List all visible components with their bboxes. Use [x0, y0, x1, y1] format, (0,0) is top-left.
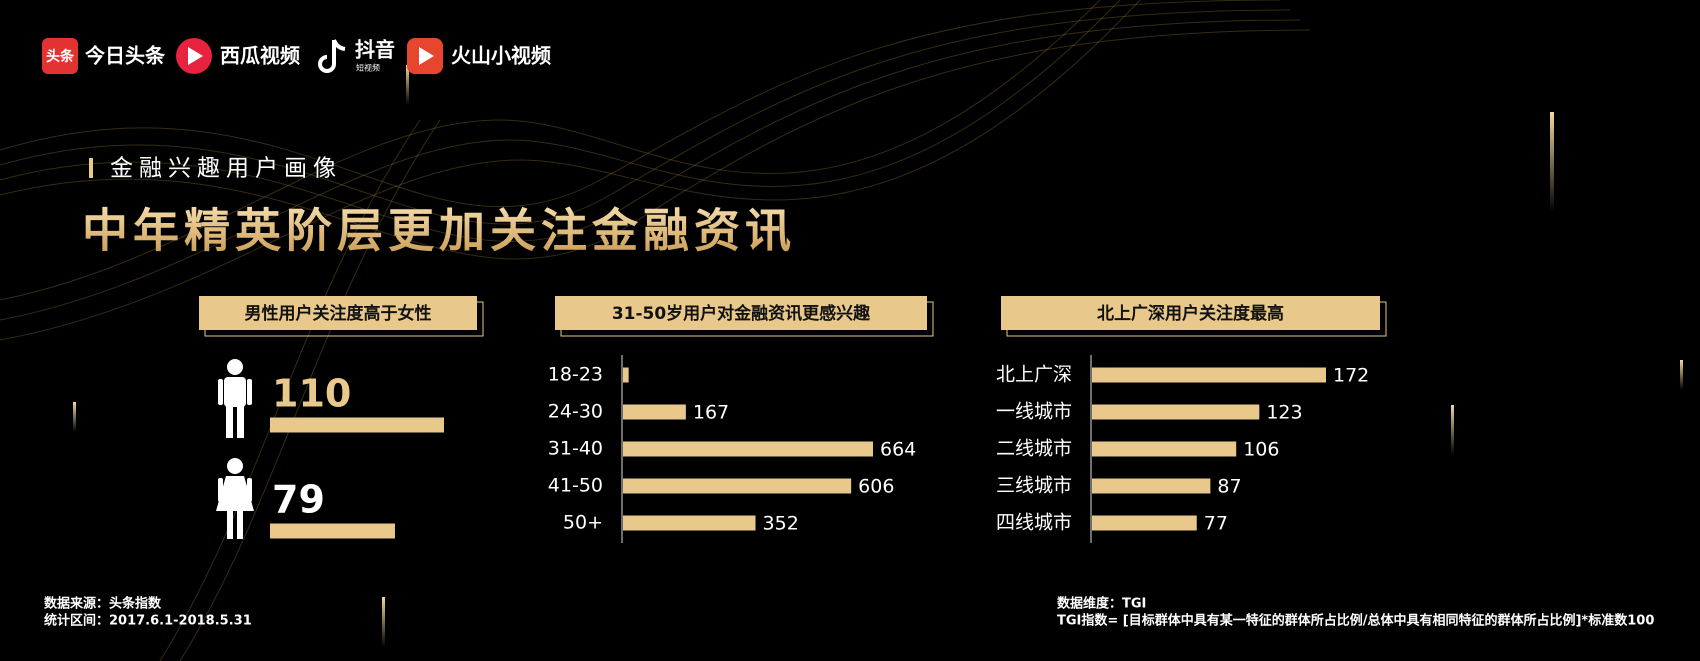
footer-source: 数据来源：头条指数	[44, 596, 162, 612]
bar	[1092, 404, 1260, 420]
bar	[623, 404, 686, 420]
logo-name: 今日头条	[85, 44, 166, 68]
bar	[623, 367, 629, 383]
footer-period: 统计区间：2017.6.1-2018.5.31	[44, 613, 252, 629]
decor-streaks	[73, 65, 1683, 647]
decor-curves	[0, 0, 1311, 661]
value-label: 172	[1333, 365, 1369, 387]
streak	[1550, 112, 1554, 212]
category-label: 24-30	[548, 401, 603, 423]
header-box	[1001, 296, 1380, 330]
category-label: 18-23	[548, 364, 603, 386]
value-label: 606	[858, 476, 894, 498]
category-label: 41-50	[548, 475, 603, 497]
logo-icon	[42, 38, 78, 74]
category-label: 北上广深	[996, 364, 1072, 386]
footer-dimension: 数据维度：TGI	[1057, 596, 1146, 612]
female-icon	[216, 458, 254, 539]
value-label: 79	[272, 478, 325, 522]
logo-name: 西瓜视频	[220, 44, 300, 68]
category-label: 三线城市	[996, 475, 1072, 497]
footer-definition: TGI指数= [目标群体中具有某一特征的群体所占比例/总体中具有相同特征的群体所…	[1057, 613, 1654, 629]
value-label: 87	[1217, 476, 1241, 498]
value-label: 167	[693, 402, 729, 424]
streak	[1680, 360, 1683, 390]
section-label: 金融兴趣用户画像	[110, 156, 342, 182]
bar	[1092, 515, 1197, 531]
streak	[73, 402, 76, 432]
value-label: 106	[1243, 439, 1279, 461]
logo-icon-play	[419, 47, 434, 65]
header-box	[199, 296, 477, 330]
logo-name: 抖音	[355, 38, 395, 62]
headline: 中年精英阶层更加关注金融资讯	[82, 204, 796, 258]
logo-bar: 头条 今日头条 西瓜视频 抖音 短视频 火山小视频	[42, 38, 551, 74]
category-label: 50+	[563, 512, 603, 534]
header-box	[555, 296, 927, 330]
bar	[1092, 367, 1326, 383]
chart-title: 北上广深用户关注度最高	[1097, 303, 1284, 324]
category-label: 一线城市	[996, 401, 1072, 423]
value-label: 352	[763, 513, 799, 535]
logo-icon-text: 头条	[46, 48, 75, 65]
streak	[1451, 405, 1454, 455]
logo-name: 火山小视频	[451, 44, 551, 68]
value-label: 77	[1204, 513, 1228, 535]
male-icon	[218, 359, 252, 438]
bar	[270, 417, 444, 433]
bar	[623, 515, 756, 531]
category-label: 四线城市	[996, 512, 1072, 534]
category-label: 31-40	[548, 438, 603, 460]
bar	[1092, 478, 1211, 494]
section-marker	[89, 158, 93, 178]
value-label: 664	[880, 439, 916, 461]
logo-icon-play	[188, 47, 203, 65]
streak	[382, 597, 385, 647]
streak	[406, 65, 409, 105]
logo-icon	[318, 39, 346, 73]
bar	[623, 478, 852, 494]
bar	[623, 441, 873, 457]
chart-title: 男性用户关注度高于女性	[245, 303, 432, 324]
category-label: 二线城市	[996, 438, 1072, 460]
bar	[1092, 441, 1237, 457]
value-label: 110	[272, 372, 351, 416]
chart-title: 31-50岁用户对金融资讯更感兴趣	[612, 303, 871, 324]
value-label: 123	[1266, 402, 1302, 424]
logo-sub: 短视频	[356, 63, 380, 73]
bar	[270, 523, 395, 539]
